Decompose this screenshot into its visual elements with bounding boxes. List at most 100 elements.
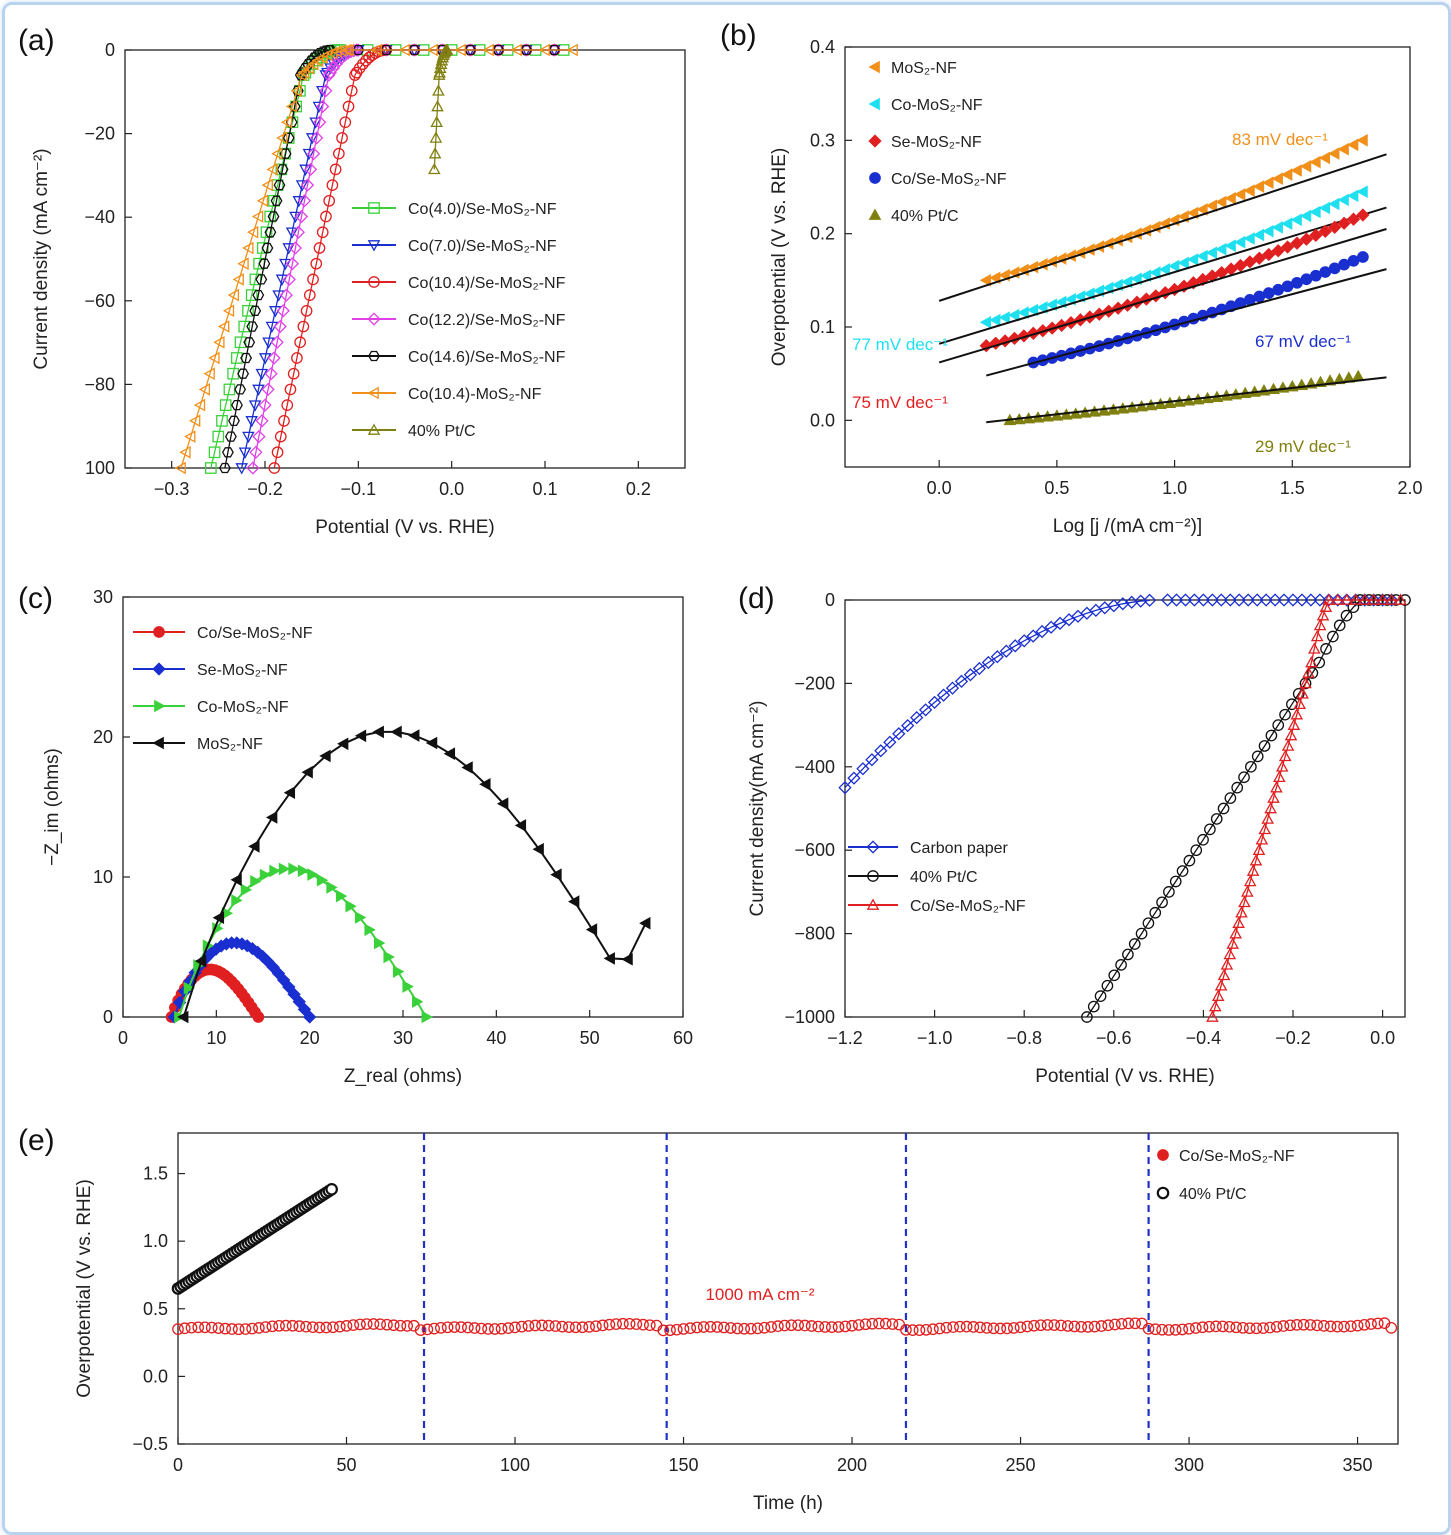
data-point xyxy=(255,414,269,428)
data-point xyxy=(677,1323,690,1335)
data-point xyxy=(1168,259,1180,273)
data-point xyxy=(1238,771,1250,784)
legend-label: 40% Pt/C xyxy=(408,423,476,440)
data-point xyxy=(1313,593,1327,607)
data-point xyxy=(738,1322,751,1335)
legend-marker xyxy=(869,172,881,184)
data-point xyxy=(1136,1317,1148,1330)
x-tick-label: 0.5 xyxy=(1044,478,1069,498)
data-point xyxy=(1278,749,1292,762)
data-point xyxy=(1286,593,1300,607)
data-point xyxy=(1297,1318,1310,1331)
data-point xyxy=(401,1320,414,1332)
data-point xyxy=(1351,1319,1364,1332)
data-point xyxy=(1082,1321,1094,1333)
data-point xyxy=(621,952,633,966)
data-point xyxy=(268,194,280,207)
legend-label: Se-MoS₂-NF xyxy=(891,134,982,151)
data-point xyxy=(293,1320,306,1332)
data-point xyxy=(1384,593,1399,607)
y-tick-label: 0.4 xyxy=(810,37,835,57)
data-point xyxy=(269,864,281,878)
legend-label: Co/Se-MoS₂-NF xyxy=(910,898,1026,915)
data-point xyxy=(259,868,272,882)
data-point xyxy=(967,1321,980,1333)
data-point xyxy=(514,819,527,832)
data-point xyxy=(979,315,992,329)
data-point xyxy=(402,980,414,993)
y-axis-label: Current density (mA cm⁻²) xyxy=(31,148,52,369)
x-tick-label: 0.2 xyxy=(626,479,651,499)
data-point xyxy=(276,304,290,318)
data-point xyxy=(256,194,269,208)
fit-line xyxy=(938,153,1387,302)
y-axis-label: Current density(mA cm⁻²) xyxy=(747,701,768,917)
y-tick-label: 10 xyxy=(93,867,113,887)
data-point xyxy=(282,132,295,144)
data-point xyxy=(280,115,293,129)
data-point xyxy=(1324,1320,1337,1333)
legend-marker xyxy=(1156,1186,1170,1200)
data-point xyxy=(183,981,196,995)
data-point xyxy=(1310,629,1324,642)
series-line xyxy=(1211,599,1401,1018)
data-point xyxy=(1337,216,1351,230)
data-point xyxy=(1243,874,1257,887)
data-point xyxy=(643,1319,656,1332)
data-point xyxy=(288,241,303,255)
slope-label: 75 mV dec⁻¹ xyxy=(852,393,948,412)
data-point xyxy=(1183,854,1196,867)
data-point xyxy=(454,43,466,57)
fit-line xyxy=(985,268,1387,377)
data-point xyxy=(691,1321,703,1334)
data-point xyxy=(307,273,319,286)
y-tick-label: 0.0 xyxy=(143,1366,168,1386)
data-point xyxy=(250,874,262,888)
data-point xyxy=(603,952,615,965)
data-point xyxy=(288,101,301,112)
data-point xyxy=(874,744,888,758)
data-point xyxy=(906,1324,919,1336)
data-point xyxy=(237,257,249,271)
data-point xyxy=(927,695,942,710)
data-point xyxy=(412,995,424,1009)
data-point xyxy=(289,211,302,224)
data-point xyxy=(664,1324,676,1337)
x-tick-label: 0.0 xyxy=(927,478,952,498)
data-point xyxy=(319,84,333,98)
data-point xyxy=(305,133,319,145)
data-point xyxy=(440,43,454,55)
data-point xyxy=(1356,208,1370,222)
data-point xyxy=(1340,593,1354,605)
data-point xyxy=(1102,1319,1115,1332)
data-point xyxy=(1196,1321,1209,1334)
y-tick-label: −800 xyxy=(794,924,835,944)
data-point xyxy=(1264,1321,1276,1334)
data-point xyxy=(731,1322,744,1335)
data-point xyxy=(1385,1322,1398,1334)
data-point xyxy=(510,43,522,57)
data-point xyxy=(1048,1319,1061,1331)
data-point xyxy=(1291,1319,1303,1331)
data-point xyxy=(1187,593,1202,607)
data-point xyxy=(320,1321,333,1334)
panel-b: 0.0 0.5 1.0 1.5 2.0 0.0 0.1 0.2 0.3 0.4 Log [j /(m… xyxy=(769,37,1423,537)
data-point xyxy=(302,61,314,75)
x-axis-label: Potential (V vs. RHE) xyxy=(1035,1066,1215,1087)
y-tick-label: −40 xyxy=(84,207,115,227)
data-point xyxy=(1206,1010,1219,1022)
data-point xyxy=(1041,1319,1054,1331)
data-point xyxy=(1265,729,1278,742)
data-point xyxy=(745,1322,757,1335)
data-point xyxy=(1189,1322,1202,1334)
data-point xyxy=(1176,1323,1189,1336)
data-point xyxy=(340,43,352,57)
data-point xyxy=(1008,639,1022,653)
data-point xyxy=(1304,1319,1317,1331)
data-point xyxy=(291,352,303,364)
data-point xyxy=(234,384,247,395)
data-point xyxy=(270,195,283,206)
data-point xyxy=(1275,760,1289,772)
data-point xyxy=(216,414,228,427)
